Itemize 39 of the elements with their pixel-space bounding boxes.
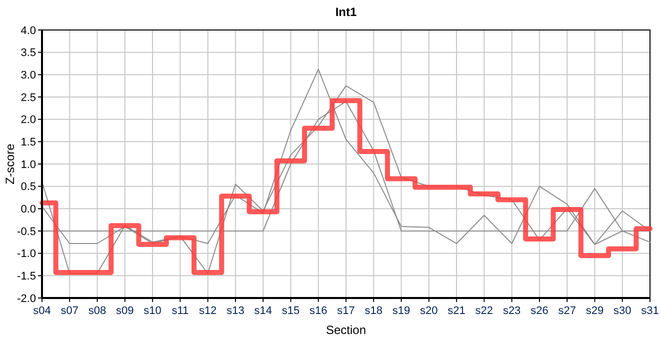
- x-tick-label: s12: [198, 305, 217, 317]
- y-tick-label: 1.0: [20, 158, 36, 171]
- x-tick-label: s10: [144, 305, 162, 317]
- y-tick-label: 1.5: [20, 136, 36, 149]
- x-tick-label: s08: [88, 305, 106, 317]
- x-tick-label: s29: [586, 305, 604, 317]
- x-tick-label: s23: [502, 305, 521, 317]
- x-tick-label: s22: [475, 305, 494, 317]
- y-tick-label: 0.0: [20, 204, 36, 216]
- x-tick-label: s07: [60, 305, 79, 317]
- y-tick-label: -0.5: [17, 226, 36, 238]
- y-tick-label: -1.5: [17, 270, 36, 283]
- x-tick-label: s04: [33, 305, 51, 317]
- x-tick-label: s11: [172, 305, 189, 317]
- x-tick-label: s19: [392, 305, 410, 317]
- y-tick-label: -2.0: [17, 292, 36, 305]
- y-tick-label: 3.5: [20, 47, 36, 60]
- chart-title: Int1: [335, 5, 357, 19]
- y-tick-label: 2.5: [20, 92, 36, 104]
- x-tick-label: s20: [420, 305, 438, 317]
- x-tick-label: s30: [613, 305, 632, 317]
- y-tick-label: 3.0: [20, 70, 36, 82]
- y-axis-title: Z-score: [3, 143, 17, 184]
- x-tick-label: s14: [254, 305, 272, 317]
- x-tick-label: s27: [558, 305, 576, 317]
- x-tick-label: s15: [282, 305, 300, 317]
- x-tick-label: s31: [641, 305, 659, 317]
- y-tick-label: -1.0: [17, 248, 36, 260]
- x-tick-label: s09: [116, 305, 134, 317]
- y-tick-label: 0.5: [20, 181, 36, 194]
- x-axis-title: Section: [326, 323, 366, 337]
- x-tick-label: s13: [226, 305, 244, 317]
- y-tick-label: 4.0: [20, 24, 36, 37]
- x-tick-label: s26: [530, 305, 548, 317]
- y-tick-label: 2.0: [20, 114, 36, 126]
- x-tick-label: s21: [448, 305, 466, 317]
- x-tick-label: s16: [309, 305, 328, 317]
- x-tick-label: s18: [364, 305, 383, 317]
- x-tick-label: s17: [337, 305, 355, 317]
